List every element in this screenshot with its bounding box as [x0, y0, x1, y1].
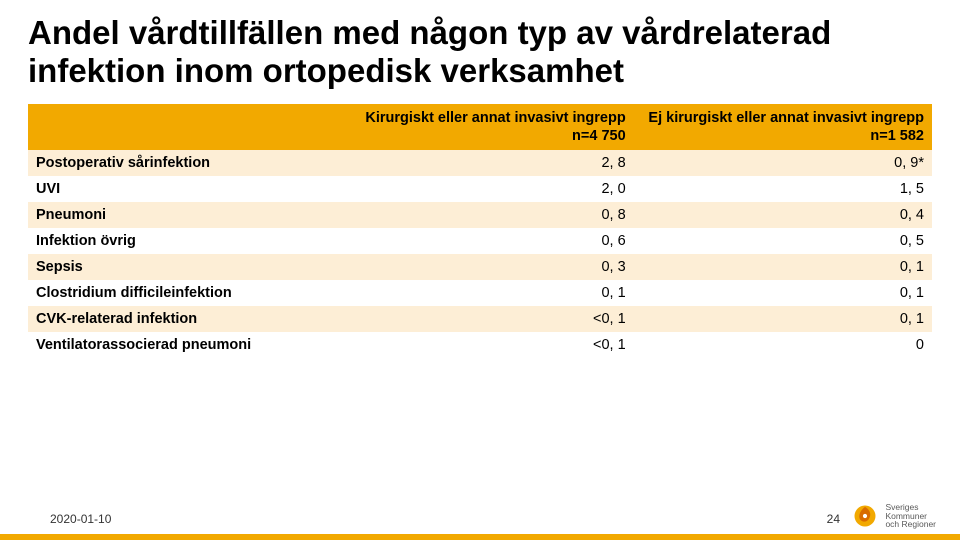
footer-date: 2020-01-10 — [50, 512, 111, 526]
row-label: Ventilatorassocierad pneumoni — [28, 332, 335, 358]
row-value: 0, 1 — [335, 280, 633, 306]
table-row: Pneumoni 0, 8 0, 4 — [28, 202, 932, 228]
row-label: UVI — [28, 176, 335, 202]
row-value: <0, 1 — [335, 332, 633, 358]
table-header-cell — [28, 104, 335, 150]
footer-page-number: 24 — [827, 512, 840, 526]
table-header-row: Kirurgiskt eller annat invasivt ingrepp … — [28, 104, 932, 150]
row-label: Clostridium difficileinfektion — [28, 280, 335, 306]
row-value: 0, 1 — [634, 254, 932, 280]
table-header-cell: Kirurgiskt eller annat invasivt ingrepp … — [335, 104, 633, 150]
row-value: 2, 0 — [335, 176, 633, 202]
row-label: Infektion övrig — [28, 228, 335, 254]
slide-footer: 2020-01-10 24 Sveriges Kommuner och Regi… — [0, 500, 960, 540]
table-row: Ventilatorassocierad pneumoni <0, 1 0 — [28, 332, 932, 358]
row-label: CVK-relaterad infektion — [28, 306, 335, 332]
row-value: 0, 9* — [634, 150, 932, 176]
row-label: Pneumoni — [28, 202, 335, 228]
row-label: Sepsis — [28, 254, 335, 280]
slide-title: Andel vårdtillfällen med någon typ av vå… — [28, 14, 932, 90]
skr-logo: Sveriges Kommuner och Regioner — [851, 502, 936, 530]
row-value: 0, 8 — [335, 202, 633, 228]
data-table: Kirurgiskt eller annat invasivt ingrepp … — [28, 104, 932, 358]
row-value: 0 — [634, 332, 932, 358]
row-value: 1, 5 — [634, 176, 932, 202]
table-body: Postoperativ sårinfektion 2, 8 0, 9* UVI… — [28, 150, 932, 358]
table-header-cell: Ej kirurgiskt eller annat invasivt ingre… — [634, 104, 932, 150]
table-row: UVI 2, 0 1, 5 — [28, 176, 932, 202]
logo-text-line: och Regioner — [885, 520, 936, 529]
row-value: 0, 5 — [634, 228, 932, 254]
table-row: Postoperativ sårinfektion 2, 8 0, 9* — [28, 150, 932, 176]
table-row: Clostridium difficileinfektion 0, 1 0, 1 — [28, 280, 932, 306]
row-value: 0, 1 — [634, 306, 932, 332]
slide: Andel vårdtillfällen med någon typ av vå… — [0, 0, 960, 540]
row-value: 0, 4 — [634, 202, 932, 228]
table-row: Sepsis 0, 3 0, 1 — [28, 254, 932, 280]
row-value: 0, 3 — [335, 254, 633, 280]
table-row: CVK-relaterad infektion <0, 1 0, 1 — [28, 306, 932, 332]
row-value: 0, 1 — [634, 280, 932, 306]
table-row: Infektion övrig 0, 6 0, 5 — [28, 228, 932, 254]
footer-accent-bar — [0, 534, 960, 540]
logo-text: Sveriges Kommuner och Regioner — [885, 503, 936, 530]
row-value: <0, 1 — [335, 306, 633, 332]
row-label: Postoperativ sårinfektion — [28, 150, 335, 176]
logo-icon — [851, 502, 879, 530]
row-value: 2, 8 — [335, 150, 633, 176]
row-value: 0, 6 — [335, 228, 633, 254]
